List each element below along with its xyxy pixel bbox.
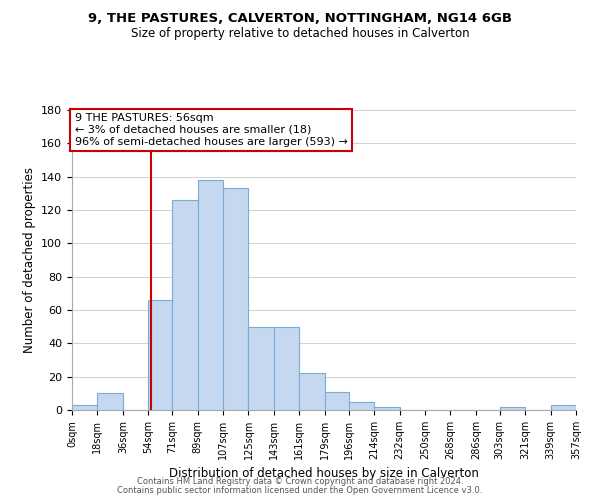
Bar bbox=[299, 374, 325, 410]
Bar bbox=[374, 406, 400, 410]
Bar bbox=[325, 392, 349, 410]
Text: 9 THE PASTURES: 56sqm
← 3% of detached houses are smaller (18)
96% of semi-detac: 9 THE PASTURES: 56sqm ← 3% of detached h… bbox=[75, 114, 347, 146]
Bar bbox=[223, 188, 248, 410]
Bar bbox=[72, 405, 97, 410]
Y-axis label: Number of detached properties: Number of detached properties bbox=[23, 167, 35, 353]
Text: Contains HM Land Registry data © Crown copyright and database right 2024.: Contains HM Land Registry data © Crown c… bbox=[137, 477, 463, 486]
Bar bbox=[248, 326, 274, 410]
Bar bbox=[97, 394, 123, 410]
Bar bbox=[349, 402, 374, 410]
Bar bbox=[274, 326, 299, 410]
Text: Contains public sector information licensed under the Open Government Licence v3: Contains public sector information licen… bbox=[118, 486, 482, 495]
Text: 9, THE PASTURES, CALVERTON, NOTTINGHAM, NG14 6GB: 9, THE PASTURES, CALVERTON, NOTTINGHAM, … bbox=[88, 12, 512, 26]
Bar bbox=[172, 200, 197, 410]
Bar bbox=[148, 300, 172, 410]
Bar bbox=[551, 405, 576, 410]
Text: Size of property relative to detached houses in Calverton: Size of property relative to detached ho… bbox=[131, 28, 469, 40]
Bar bbox=[197, 180, 223, 410]
Bar bbox=[500, 406, 525, 410]
X-axis label: Distribution of detached houses by size in Calverton: Distribution of detached houses by size … bbox=[169, 468, 479, 480]
